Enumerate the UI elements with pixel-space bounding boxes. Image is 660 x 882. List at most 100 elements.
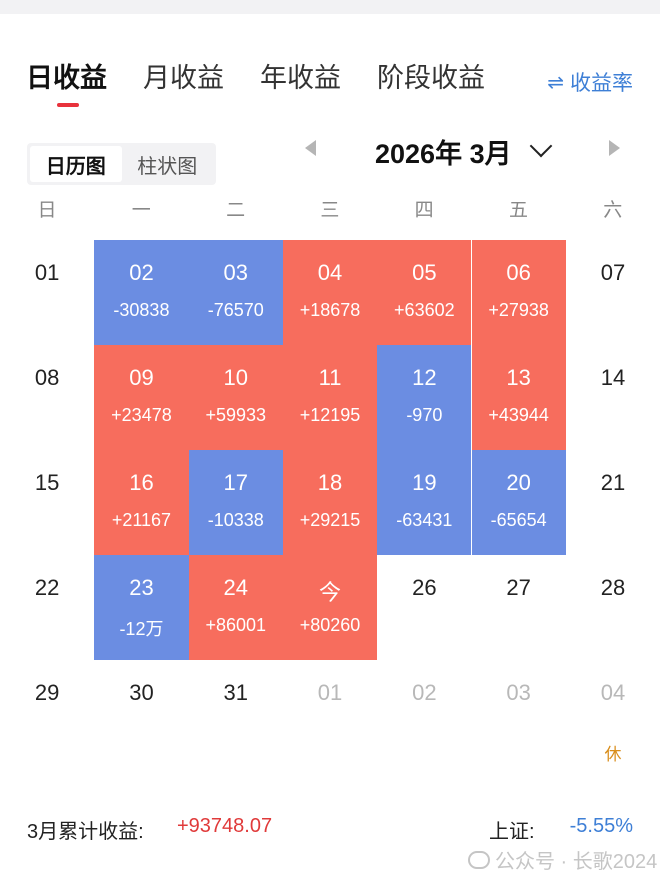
daily-profit-value: -30838 bbox=[113, 300, 170, 320]
calendar-day-cell[interactable]: 22 bbox=[0, 555, 94, 660]
calendar-day-cell[interactable]: 09 +23478 bbox=[94, 345, 189, 450]
calendar-day-cell[interactable]: 29 bbox=[0, 660, 94, 765]
day-number: 22 bbox=[34, 575, 60, 600]
day-number: 11 bbox=[318, 365, 342, 390]
day-number: 05 bbox=[412, 260, 437, 285]
next-month-icon[interactable] bbox=[609, 140, 620, 156]
calendar-day-cell[interactable]: 16 +21167 bbox=[94, 450, 189, 555]
weekday-label: 日 bbox=[37, 200, 57, 221]
profit-rate-toggle[interactable]: ⇌ 收益率 bbox=[547, 67, 633, 97]
calendar-day-cell[interactable]: 01 bbox=[0, 240, 94, 345]
profit-tabs: 日收益 月收益 年收益 阶段收益 bbox=[26, 56, 521, 107]
calendar-day-cell[interactable]: 24 +86001 bbox=[188, 555, 283, 660]
weekday-label: 五 bbox=[508, 200, 528, 221]
calendar-day-cell[interactable]: 14 bbox=[566, 345, 660, 450]
calendar-day-cell[interactable]: 15 bbox=[0, 450, 94, 555]
day-number: 21 bbox=[600, 470, 626, 495]
daily-profit-value: +59933 bbox=[205, 405, 267, 425]
daily-profit-value: -10338 bbox=[207, 510, 264, 530]
day-number: 19 bbox=[412, 470, 437, 495]
day-number: 01 bbox=[317, 680, 343, 705]
weekday-label: 三 bbox=[320, 200, 340, 221]
day-number: 09 bbox=[129, 365, 154, 390]
daily-profit-value: -65654 bbox=[490, 510, 547, 530]
calendar-day-cell[interactable]: 01 bbox=[283, 660, 377, 765]
weekday-label: 一 bbox=[131, 200, 151, 221]
day-number: 18 bbox=[317, 470, 343, 495]
day-number: 04 bbox=[317, 260, 343, 285]
tab-period-profit[interactable]: 阶段收益 bbox=[377, 63, 485, 93]
calendar-day-cell[interactable]: 31 bbox=[189, 660, 283, 765]
day-number: 12 bbox=[412, 365, 437, 390]
daily-profit-value: +29215 bbox=[299, 510, 361, 530]
day-number: 17 bbox=[223, 470, 248, 495]
calendar-day-cell[interactable]: 23 -12万 bbox=[94, 555, 189, 660]
daily-profit-value: +80260 bbox=[299, 615, 361, 635]
day-number: 16 bbox=[129, 470, 154, 495]
day-number: 13 bbox=[506, 365, 531, 390]
calendar-day-cell[interactable]: 08 bbox=[0, 345, 94, 450]
day-number: 今 bbox=[319, 580, 342, 605]
day-number: 30 bbox=[129, 680, 154, 705]
calendar-day-cell[interactable]: 今 +80260 bbox=[282, 555, 378, 660]
calendar-day-cell[interactable]: 28 bbox=[566, 555, 660, 660]
day-number: 08 bbox=[34, 365, 60, 390]
tab-yearly-profit[interactable]: 年收益 bbox=[260, 63, 341, 93]
month-navigator: 2026年 3月 bbox=[0, 128, 660, 172]
watermark-text: 公众号 · 长歌2024 bbox=[495, 851, 658, 873]
holiday-badge: 休 bbox=[604, 745, 622, 764]
view-toggle: 日历图 柱状图 bbox=[27, 143, 216, 185]
watermark: 公众号 · 长歌2024 bbox=[468, 845, 657, 874]
calendar-day-cell[interactable]: 11 +12195 bbox=[282, 345, 378, 450]
calendar-day-cell[interactable]: 18 +29215 bbox=[282, 450, 378, 555]
wechat-icon bbox=[468, 850, 490, 869]
index-change-value: -5.55% bbox=[569, 815, 633, 837]
daily-profit-value: +63602 bbox=[394, 300, 455, 320]
calendar-day-cell[interactable]: 13 +43944 bbox=[471, 345, 566, 450]
weekday-label: 二 bbox=[226, 200, 246, 221]
prev-month-icon[interactable] bbox=[305, 140, 316, 156]
calendar-day-cell[interactable]: 02 -30838 bbox=[94, 240, 189, 345]
calendar-day-cell[interactable]: 17 -10338 bbox=[188, 450, 283, 555]
calendar-day-cell[interactable]: 04 休 bbox=[566, 660, 660, 765]
day-number: 23 bbox=[129, 575, 154, 600]
calendar-day-cell[interactable]: 02 bbox=[377, 660, 471, 765]
calendar-day-cell[interactable]: 03 bbox=[472, 660, 566, 765]
calendar-day-cell[interactable]: 12 -970 bbox=[377, 345, 472, 450]
day-number: 07 bbox=[600, 260, 626, 285]
daily-profit-value: +27938 bbox=[488, 300, 549, 320]
calendar-day-cell[interactable]: 10 +59933 bbox=[188, 345, 283, 450]
weekday-header: 日一二三四五六 bbox=[0, 195, 660, 223]
day-number: 31 bbox=[223, 680, 248, 705]
tab-daily-profit[interactable]: 日收益 bbox=[26, 56, 107, 107]
daily-profit-value: -970 bbox=[406, 405, 443, 425]
daily-profit-value: +12195 bbox=[299, 405, 361, 425]
calendar-day-cell[interactable]: 26 bbox=[377, 555, 471, 660]
tab-monthly-profit[interactable]: 月收益 bbox=[143, 63, 224, 93]
calendar-day-cell[interactable]: 21 bbox=[566, 450, 660, 555]
month-title[interactable]: 2026年 3月 bbox=[375, 139, 512, 169]
calendar-view-button[interactable]: 日历图 bbox=[30, 146, 122, 182]
index-label: 上证: bbox=[489, 821, 535, 843]
calendar-day-cell[interactable]: 03 -76570 bbox=[188, 240, 283, 345]
calendar-grid: 01 02 -30838 03 -76570 04 +18678 05 +63602 06 +279… bbox=[0, 240, 660, 765]
calendar-day-cell[interactable]: 07 bbox=[566, 240, 660, 345]
day-number: 02 bbox=[412, 680, 437, 705]
cumulative-profit-label: 3月累计收益: bbox=[27, 821, 144, 843]
chevron-down-icon[interactable] bbox=[529, 134, 553, 158]
day-number: 06 bbox=[506, 260, 531, 285]
calendar-day-cell[interactable]: 05 +63602 bbox=[377, 240, 472, 345]
calendar-day-cell[interactable]: 20 -65654 bbox=[471, 450, 566, 555]
daily-profit-value: +23478 bbox=[111, 405, 172, 425]
day-number: 02 bbox=[129, 260, 154, 285]
bar-chart-view-button[interactable]: 柱状图 bbox=[137, 155, 198, 178]
day-number: 01 bbox=[34, 260, 60, 285]
calendar-day-cell[interactable]: 06 +27938 bbox=[471, 240, 566, 345]
weekday-label: 六 bbox=[603, 200, 623, 221]
calendar-day-cell[interactable]: 30 bbox=[94, 660, 188, 765]
day-number: 04 bbox=[600, 680, 626, 705]
calendar-day-cell[interactable]: 19 -63431 bbox=[377, 450, 472, 555]
calendar-day-cell[interactable]: 27 bbox=[472, 555, 566, 660]
calendar-day-cell[interactable]: 04 +18678 bbox=[282, 240, 378, 345]
profit-rate-label: 收益率 bbox=[570, 72, 633, 95]
